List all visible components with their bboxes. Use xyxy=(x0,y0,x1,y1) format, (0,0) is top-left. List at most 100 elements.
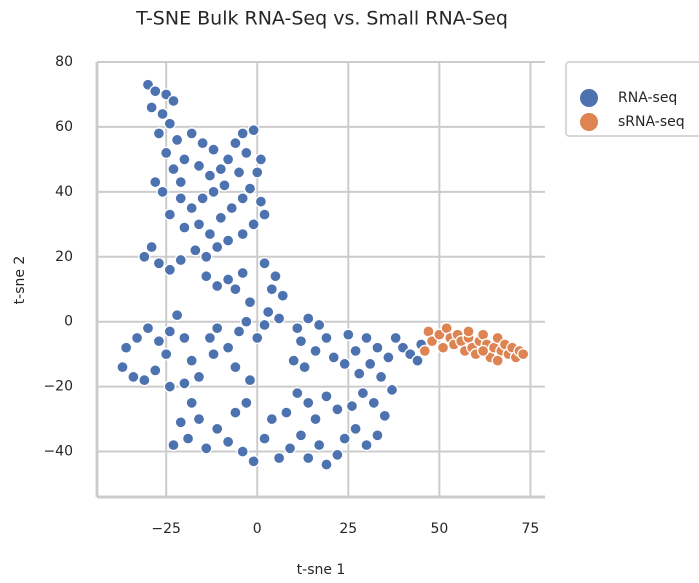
point xyxy=(152,257,166,270)
point xyxy=(251,166,264,179)
point xyxy=(280,406,293,419)
point xyxy=(349,422,362,435)
point xyxy=(163,208,176,221)
point xyxy=(491,354,504,367)
point xyxy=(152,127,166,140)
point xyxy=(178,377,191,390)
point xyxy=(130,331,144,345)
point xyxy=(163,117,176,130)
y-tick-label: −20 xyxy=(43,379,73,395)
point xyxy=(313,318,326,332)
point xyxy=(302,451,315,465)
point xyxy=(221,435,235,448)
point xyxy=(243,296,257,309)
point xyxy=(207,143,220,156)
point xyxy=(294,335,308,348)
point xyxy=(283,442,297,455)
point xyxy=(207,348,220,361)
point xyxy=(272,451,286,465)
point xyxy=(203,227,217,241)
point xyxy=(167,438,180,452)
point xyxy=(163,263,176,276)
point xyxy=(174,175,187,189)
point xyxy=(189,244,202,257)
point xyxy=(247,124,260,137)
point xyxy=(371,429,384,442)
point xyxy=(192,159,206,173)
point xyxy=(371,341,384,354)
point xyxy=(342,328,355,341)
point xyxy=(149,364,162,377)
point xyxy=(302,396,315,410)
point xyxy=(236,227,249,241)
point xyxy=(360,331,373,345)
point xyxy=(236,192,249,205)
point xyxy=(181,432,195,445)
point xyxy=(141,322,155,335)
point xyxy=(174,253,187,267)
point xyxy=(138,250,151,263)
point xyxy=(221,273,235,286)
point xyxy=(367,396,380,410)
point xyxy=(287,354,300,367)
y-axis-label: t-sne 2 xyxy=(12,256,28,305)
point xyxy=(382,351,395,364)
point xyxy=(163,325,176,338)
y-tick-label: 40 xyxy=(55,184,73,200)
point xyxy=(160,146,173,160)
y-tick-label: 80 xyxy=(55,54,73,70)
point xyxy=(152,335,166,348)
point xyxy=(196,192,209,205)
point xyxy=(243,373,257,387)
point xyxy=(320,331,333,345)
legend-label: sRNA-seq xyxy=(618,114,685,130)
point xyxy=(167,162,180,176)
point xyxy=(243,182,257,195)
x-tick-label: 50 xyxy=(430,521,448,537)
point xyxy=(385,383,399,397)
point xyxy=(378,409,391,422)
point xyxy=(265,412,278,426)
point xyxy=(265,283,278,296)
point xyxy=(156,107,169,121)
point xyxy=(436,341,450,354)
x-tick-label: 25 xyxy=(339,521,357,537)
point xyxy=(200,270,213,283)
point xyxy=(185,396,198,410)
point xyxy=(174,416,187,429)
point xyxy=(411,354,424,367)
point xyxy=(167,94,180,108)
x-axis-label: t-sne 1 xyxy=(297,562,346,578)
point xyxy=(138,373,151,387)
point xyxy=(338,432,351,445)
point xyxy=(240,396,253,410)
point xyxy=(232,325,246,338)
point xyxy=(462,325,475,338)
point xyxy=(360,438,373,452)
point xyxy=(203,331,217,345)
point xyxy=(247,455,260,468)
point xyxy=(203,169,217,182)
point xyxy=(192,370,206,384)
point xyxy=(225,201,238,215)
point xyxy=(160,348,173,361)
point xyxy=(356,386,370,400)
point xyxy=(170,133,184,147)
point xyxy=(196,137,209,150)
x-tick-label: −25 xyxy=(151,521,181,537)
point xyxy=(258,432,271,445)
point xyxy=(313,438,326,452)
point xyxy=(418,344,431,358)
point xyxy=(145,101,158,114)
point xyxy=(476,344,490,358)
point xyxy=(221,234,235,247)
point xyxy=(254,195,268,208)
point xyxy=(170,309,184,322)
point xyxy=(116,360,129,374)
point xyxy=(185,354,198,367)
point xyxy=(320,390,333,403)
legend-marker xyxy=(580,113,598,131)
point xyxy=(331,403,344,416)
legend-marker xyxy=(580,89,598,107)
